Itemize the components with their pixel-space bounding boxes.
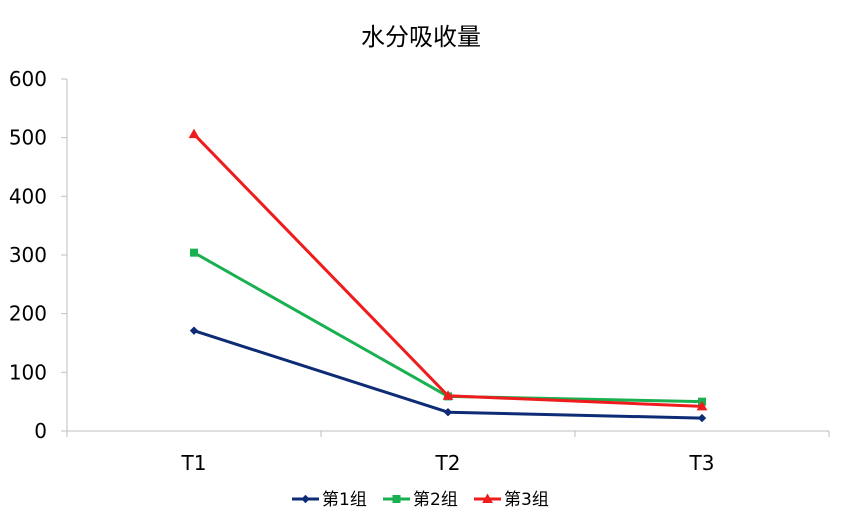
series-line <box>192 132 704 408</box>
x-tick-label: T1 <box>181 451 207 475</box>
x-tick-label: T3 <box>689 451 715 475</box>
y-tick-label: 500 <box>9 126 47 150</box>
y-tick-label: 600 <box>9 67 47 91</box>
y-tick-label: 400 <box>9 184 47 208</box>
series-group <box>188 128 708 423</box>
x-tick-label: T2 <box>435 451 461 475</box>
data-point-marker <box>189 326 199 335</box>
legend-label: 第2组 <box>413 490 458 510</box>
legend-label: 第3组 <box>504 490 549 510</box>
y-tick-label: 100 <box>9 360 47 384</box>
data-point-marker <box>188 128 200 139</box>
series-3 <box>188 128 708 411</box>
data-point-marker <box>190 248 198 257</box>
data-point-marker <box>696 400 708 411</box>
series-line <box>192 329 704 420</box>
legend-label: 第1组 <box>322 490 367 510</box>
chart-title: 水分吸收量 <box>361 23 481 51</box>
data-point-marker <box>442 390 454 400</box>
series-line <box>192 251 704 404</box>
data-point-marker <box>443 408 453 417</box>
data-point-marker <box>482 493 493 503</box>
legend: 第1组 第2组 第3组 <box>292 490 549 510</box>
data-point-marker <box>392 495 401 503</box>
y-tick-label: 0 <box>34 419 47 443</box>
y-tick-label: 300 <box>9 243 47 267</box>
y-tick-label: 200 <box>9 302 47 326</box>
data-point-marker <box>697 413 707 423</box>
data-point-marker <box>301 494 310 504</box>
legend-item: 第1组 <box>292 490 367 510</box>
series-2 <box>190 248 706 406</box>
axes: 0 100 200 300 400 500 600 T1 T2 T3 <box>9 67 830 475</box>
series-1 <box>189 326 707 423</box>
legend-item: 第3组 <box>474 490 549 510</box>
legend-item: 第2组 <box>383 490 458 510</box>
